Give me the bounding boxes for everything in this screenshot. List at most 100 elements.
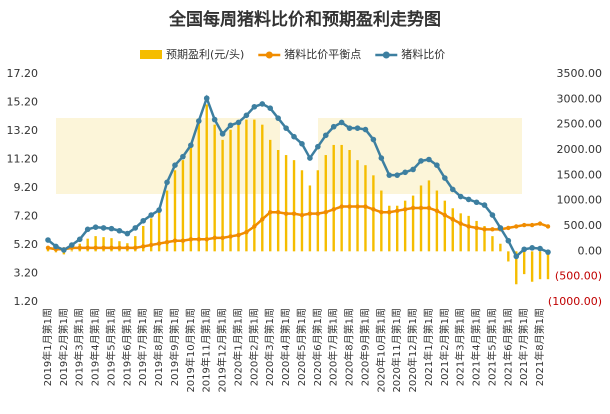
x-tick-label: 2020年1月第1周 — [231, 308, 244, 386]
point — [545, 249, 551, 255]
point — [521, 222, 527, 228]
x-tick-label: 2021年3月第1周 — [454, 308, 467, 386]
bar — [483, 226, 486, 252]
point — [69, 242, 75, 248]
point — [180, 153, 186, 160]
point — [164, 179, 170, 186]
point — [251, 103, 258, 110]
point — [101, 245, 106, 251]
x-tick-label: 2021年7月第1周 — [517, 308, 530, 386]
legend-label: 猪料比价平衡点 — [284, 47, 361, 61]
point — [164, 239, 170, 245]
point — [449, 186, 456, 193]
y-tick-label: 13.20 — [7, 124, 39, 137]
y-tick-label: 15.20 — [7, 96, 39, 109]
point — [283, 125, 289, 131]
y2-tick-label: 3000.00 — [557, 92, 603, 105]
bar — [427, 180, 431, 252]
point — [322, 132, 329, 139]
point — [489, 212, 496, 218]
bar — [459, 213, 462, 252]
x-tick-label: 2020年9月第1周 — [358, 308, 371, 386]
bar — [332, 144, 335, 252]
point — [227, 122, 234, 129]
x-tick-label: 2021年2月第1周 — [438, 308, 451, 386]
point — [259, 101, 266, 107]
point — [474, 225, 479, 231]
point — [338, 119, 345, 126]
x-tick-label: 2021年8月第1周 — [533, 308, 546, 386]
point — [53, 243, 59, 250]
point — [505, 237, 512, 244]
bar — [475, 220, 478, 252]
x-tick-label: 2019年1月第1周 — [41, 308, 54, 386]
point — [347, 204, 352, 209]
point — [307, 155, 313, 161]
point — [243, 112, 250, 119]
point — [125, 245, 130, 251]
point — [354, 125, 361, 131]
legend-swatch — [140, 50, 162, 59]
point — [418, 205, 424, 211]
point — [244, 229, 249, 235]
point — [323, 210, 328, 215]
point — [339, 204, 344, 209]
point — [148, 242, 154, 248]
y-tick-label: 11.20 — [7, 153, 39, 166]
bar — [237, 124, 240, 252]
point — [211, 116, 218, 123]
bar — [538, 251, 542, 280]
bar — [253, 119, 256, 252]
x-tick-label: 2020年10月第1周 — [374, 308, 387, 393]
x-tick-label: 2019年12月第1周 — [216, 308, 229, 393]
x-tick-label: 2020年7月第1周 — [327, 308, 340, 386]
y2-tick-label: 1000.00 — [557, 194, 603, 207]
x-tick-label: 2021年5月第1周 — [485, 308, 498, 386]
bar — [292, 160, 296, 252]
point — [481, 202, 488, 208]
point — [85, 245, 90, 251]
legend-label: 猪料比价 — [401, 47, 445, 61]
point — [220, 235, 225, 241]
point — [434, 208, 440, 213]
bar — [276, 150, 280, 252]
point — [402, 207, 408, 212]
bar — [102, 237, 105, 252]
bar — [403, 200, 407, 252]
point — [418, 158, 424, 164]
x-tick-label: 2019年5月第1周 — [104, 308, 117, 386]
bar — [515, 251, 518, 285]
point — [330, 123, 337, 130]
bar — [546, 251, 550, 280]
point — [529, 245, 535, 251]
y2-tick-label: 2000.00 — [557, 143, 603, 156]
point — [482, 227, 487, 232]
bar — [86, 238, 89, 252]
point — [92, 224, 99, 230]
point — [235, 119, 242, 126]
bar — [388, 205, 391, 252]
x-tick-label: 2019年2月第1周 — [57, 308, 70, 386]
point — [362, 126, 369, 133]
bar — [396, 205, 399, 252]
y2-tick-label: (500.00) — [555, 270, 602, 283]
point — [299, 141, 305, 147]
point — [204, 237, 209, 242]
point — [386, 172, 393, 178]
point — [188, 142, 194, 149]
point — [426, 156, 432, 163]
bar — [467, 215, 470, 252]
x-tick-label: 2020年11月第1周 — [390, 308, 403, 393]
y-tick-label: 17.20 — [7, 67, 39, 80]
point — [93, 245, 98, 251]
bar — [245, 119, 248, 252]
bar — [213, 124, 216, 252]
point — [346, 125, 353, 131]
point — [457, 193, 464, 200]
bar — [308, 185, 312, 252]
point — [268, 210, 273, 215]
point — [172, 162, 178, 168]
point — [100, 225, 107, 231]
bar — [165, 190, 169, 252]
